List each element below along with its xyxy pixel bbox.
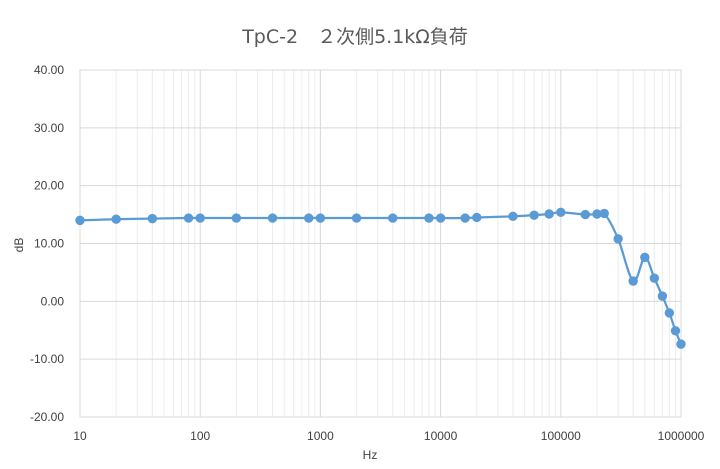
data-point [657,291,668,301]
data-point [472,212,482,223]
data-point [580,209,591,220]
y-tick-label: -20.00 [30,410,64,424]
y-tick-label: -10.00 [30,352,64,366]
y-tick-label: 30.00 [34,121,64,135]
x-tick-label: 1000000 [658,429,705,443]
x-axis-label: Hz [363,448,378,462]
data-point [556,207,566,217]
y-tick-label: 10.00 [34,237,64,251]
data-point [75,215,85,226]
data-point [195,213,205,223]
data-point [147,213,158,224]
x-tick-label: 100 [190,429,210,443]
data-point [351,213,362,223]
data-point [613,234,623,244]
x-tick-label: 10 [73,429,87,443]
grid [79,69,682,418]
series-line [79,210,683,345]
data-point [640,252,650,263]
data-point [670,326,681,336]
data-point [183,213,194,223]
y-tick-label: 0.00 [41,294,65,308]
data-point [664,308,675,318]
y-tick-label: 40.00 [34,63,64,77]
series-layer [75,207,686,349]
data-point [315,213,326,223]
axes: 10 100 1000 10000 100000 1000000 40.00 30.00 20.… [30,63,705,443]
data-point [388,213,398,223]
data-point [529,210,539,220]
data-point [231,213,242,223]
y-axis-label: dB [12,238,26,253]
data-point [649,273,660,283]
data-point [267,213,278,223]
data-point [460,213,470,223]
data-point [599,208,609,219]
data-point [424,213,434,223]
data-point [544,209,554,219]
plot-area [79,69,682,418]
data-point [628,276,638,286]
data-point [435,213,446,223]
data-point [111,214,121,224]
y-tick-label: 20.00 [34,179,64,193]
data-point [676,339,686,349]
chart-title: TpC-2 ２次側5.1kΩ負荷 [241,26,468,48]
data-point [508,211,518,222]
data-point [304,213,314,223]
x-tick-label: 1000 [307,429,334,443]
x-tick-label: 10000 [424,429,458,443]
x-tick-label: 100000 [541,429,581,443]
